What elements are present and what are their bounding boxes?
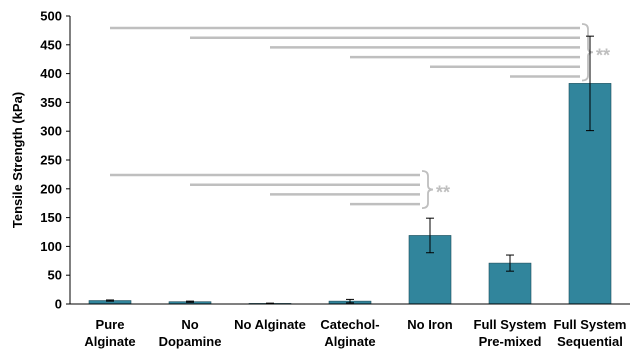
category-labels-layer: Pure Alginate No Dopamine No Alginate Catecho…	[84, 317, 626, 349]
bars-layer	[88, 35, 612, 305]
y-tick-label-10: 500	[40, 9, 62, 24]
category-label-6-line-1: Sequential	[557, 334, 623, 349]
category-label-6: Full System Sequential	[554, 317, 627, 349]
y-axis-title: Tensile Strength (kPa)	[10, 92, 25, 228]
y-tick-label-0: 0	[55, 297, 62, 312]
y-tick-label-2: 100	[40, 239, 62, 254]
y-tick-label-5: 250	[40, 153, 62, 168]
y-ticks-layer: 0 50 100 150 200 250 300 350 400 450 500	[40, 9, 70, 312]
y-tick-label-1: 50	[48, 268, 62, 283]
y-tick-label-8: 400	[40, 66, 62, 81]
category-label-5: Full System Pre-mixed	[474, 317, 547, 349]
category-label-1-line-0: No	[181, 317, 198, 332]
category-label-0-line-1: Alginate	[84, 334, 135, 349]
significance-label-1: **	[436, 183, 450, 203]
category-label-3: Catechol- Alginate	[320, 317, 379, 349]
significance-layer: ** **	[110, 23, 610, 209]
y-tick-label-7: 350	[40, 95, 62, 110]
y-tick-label-3: 150	[40, 210, 62, 225]
category-label-6-line-0: Full System	[554, 317, 627, 332]
category-label-3-line-1: Alginate	[324, 334, 375, 349]
category-label-2-line-0: No Alginate	[234, 317, 306, 332]
category-label-0: Pure Alginate	[84, 317, 135, 349]
significance-label-0: **	[596, 45, 610, 65]
category-label-1-line-1: Dopamine	[159, 334, 222, 349]
category-label-4: No Iron	[407, 317, 453, 332]
significance-brace-1	[421, 170, 434, 209]
y-tick-label-9: 450	[40, 37, 62, 52]
category-label-1: No Dopamine	[159, 317, 222, 349]
y-tick-label-6: 300	[40, 124, 62, 139]
category-label-5-line-0: Full System	[474, 317, 547, 332]
significance-brace-0	[581, 23, 594, 82]
y-tick-label-4: 200	[40, 181, 62, 196]
category-label-0-line-0: Pure	[96, 317, 125, 332]
category-label-2: No Alginate	[234, 317, 306, 332]
category-label-3-line-0: Catechol-	[320, 317, 379, 332]
category-label-5-line-1: Pre-mixed	[479, 334, 542, 349]
axes-layer	[69, 16, 630, 305]
category-label-4-line-0: No Iron	[407, 317, 453, 332]
